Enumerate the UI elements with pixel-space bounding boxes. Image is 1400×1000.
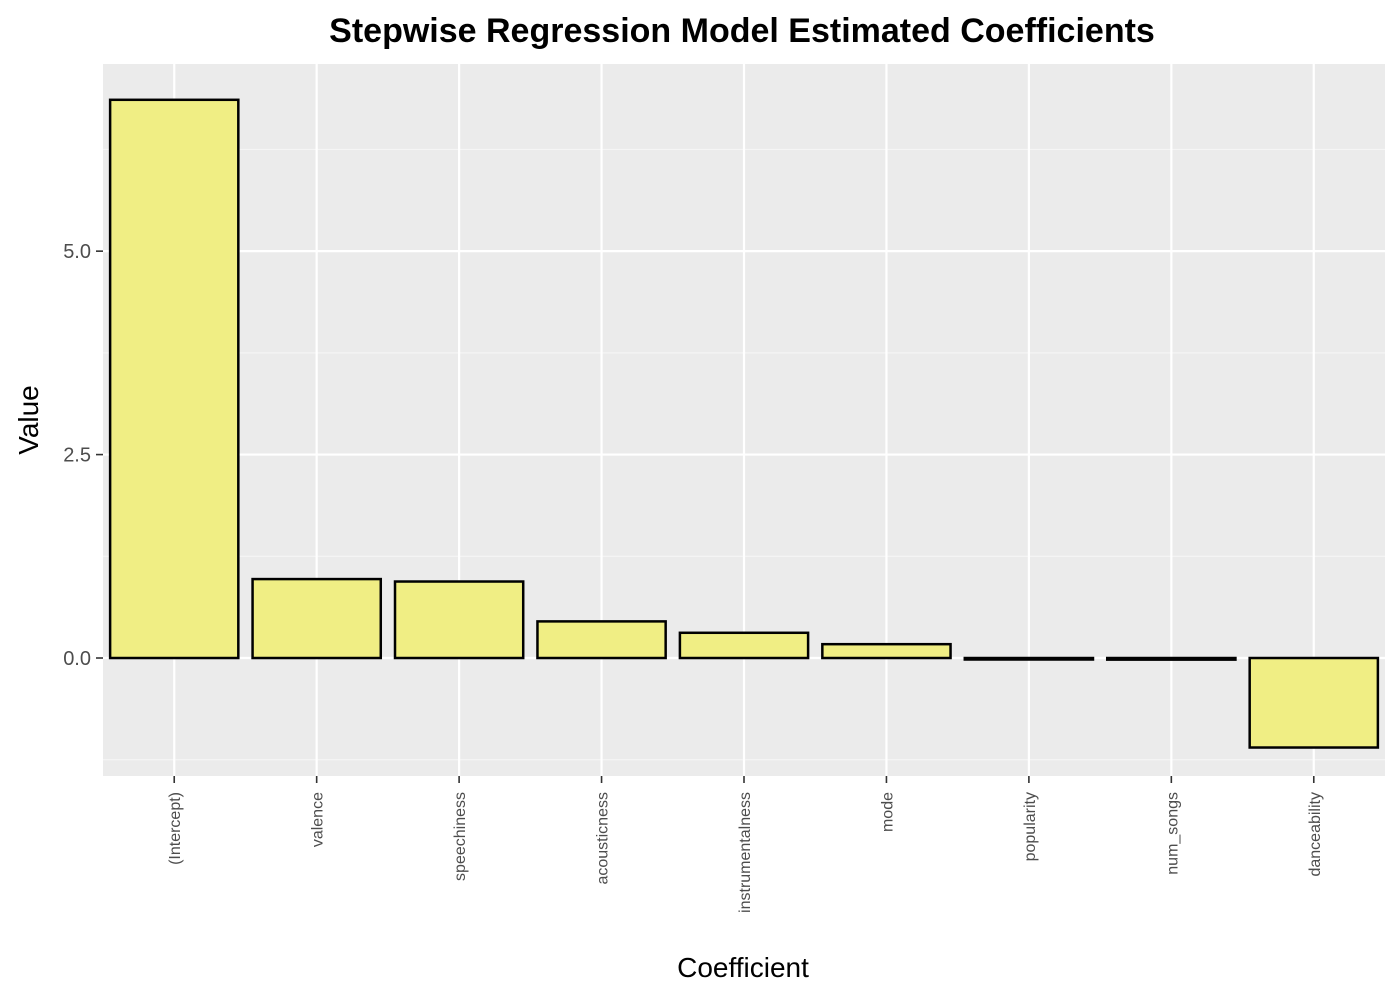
x-tick-label: speechiness — [452, 792, 469, 881]
bar-instrumentalness — [678, 631, 810, 660]
y-tick-label: 2.5 — [63, 445, 91, 467]
bar-speechiness — [393, 580, 525, 660]
y-axis-title: Value — [13, 385, 44, 455]
bar-popularity — [963, 656, 1095, 661]
y-tick-label: 0.0 — [63, 648, 91, 670]
x-axis-title: Coefficient — [677, 952, 809, 983]
bars — [108, 98, 1380, 749]
x-tick-label: instrumentalness — [737, 792, 754, 913]
y-tick-label: 5.0 — [63, 241, 91, 263]
x-axis: (Intercept) valence speechiness acousticnes… — [167, 776, 1324, 913]
x-tick-label: danceability — [1307, 792, 1324, 877]
chart-title: Stepwise Regression Model Estimated Coef… — [329, 12, 1155, 50]
x-tick-label: valence — [310, 792, 327, 847]
x-tick-label: popularity — [1022, 792, 1039, 861]
bar-danceability — [1248, 656, 1380, 749]
bar-acousticness — [536, 620, 667, 660]
x-tick-label: (Intercept) — [167, 792, 184, 865]
bar-mode — [821, 642, 952, 660]
x-tick-label: mode — [879, 792, 896, 832]
bar-num-songs — [1105, 656, 1237, 661]
bar-valence — [251, 577, 383, 660]
x-tick-label: acousticness — [595, 792, 612, 885]
bar-intercept — [108, 98, 240, 660]
x-tick-label: num_songs — [1164, 792, 1181, 875]
y-axis: 0.0 2.5 5.0 — [63, 241, 103, 670]
